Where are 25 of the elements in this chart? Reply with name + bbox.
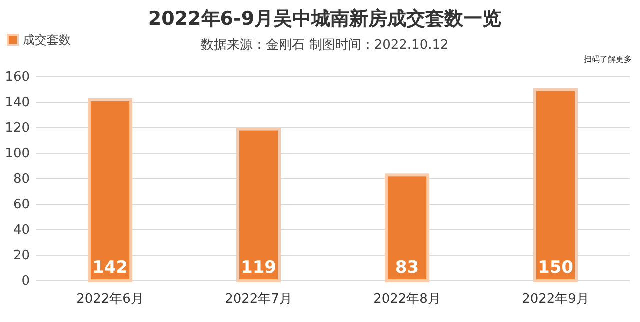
text: 扫码了解更多 bbox=[583, 55, 632, 64]
chart-title: 2022年6-9月吴中城南新房成交套数一览 bbox=[148, 8, 502, 30]
bar bbox=[236, 128, 282, 282]
x-tick-label: 2022年7月 bbox=[225, 292, 292, 307]
y-tick-label: 160 bbox=[5, 70, 30, 85]
bar bbox=[384, 174, 430, 282]
data-label: 142 bbox=[92, 258, 128, 278]
y-tick-label: 140 bbox=[5, 96, 30, 110]
y-tick-label: 80 bbox=[13, 172, 30, 187]
y-tick-label: 20 bbox=[13, 248, 30, 264]
y-tick-label: 100 bbox=[5, 146, 30, 162]
x-tick-label: 2022年8月 bbox=[374, 292, 441, 307]
legend-label: 成交套数 bbox=[23, 33, 71, 47]
data-label: 83 bbox=[395, 258, 420, 278]
x-tick-label: 2022年9月 bbox=[522, 292, 590, 307]
data-label: 150 bbox=[538, 258, 574, 278]
bar bbox=[88, 98, 133, 282]
y-tick-label: 60 bbox=[13, 198, 30, 212]
data-label: 119 bbox=[241, 258, 276, 278]
y-tick-label: 0 bbox=[22, 274, 30, 289]
bar bbox=[533, 88, 578, 282]
x-tick-label: 2022年6月 bbox=[76, 292, 144, 307]
chart-subtitle: 数据来源：金刚石 制图时间：2022.10.12 bbox=[201, 38, 449, 53]
y-tick-label: 120 bbox=[5, 121, 30, 136]
y-tick-label: 40 bbox=[13, 223, 30, 238]
